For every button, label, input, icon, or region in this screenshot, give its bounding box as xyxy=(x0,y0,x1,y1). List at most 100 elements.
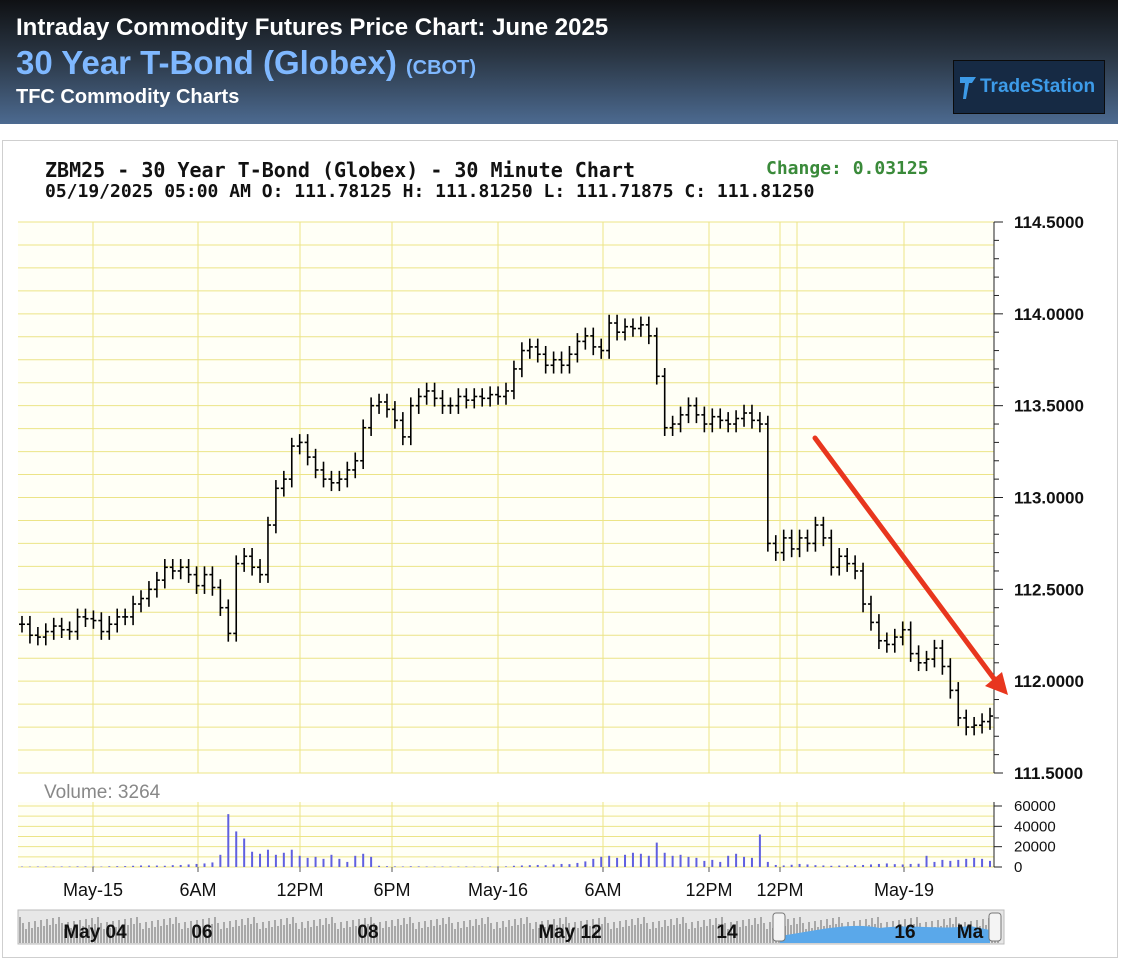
ohlc-bar xyxy=(90,610,97,629)
ohlc-bar xyxy=(264,516,271,583)
ohlc-bar xyxy=(574,333,581,363)
ohlc-bar xyxy=(685,397,692,424)
ohlc-bar xyxy=(368,397,375,436)
ohlc-bar xyxy=(947,658,954,699)
ohlc-bar xyxy=(503,382,509,405)
ohlc-bar xyxy=(645,316,652,345)
time-tick-label: 12PM xyxy=(685,880,732,900)
ohlc-bar xyxy=(796,529,803,558)
ohlc-bar xyxy=(510,360,517,400)
price-axis: 114.5000 114.0000 113.5000 113.0000 112.5000… xyxy=(993,213,1084,783)
ohlc-bar xyxy=(542,345,549,374)
ohlc-bar xyxy=(288,437,295,488)
ohlc-bar xyxy=(606,314,613,359)
ohlc-bar xyxy=(828,529,835,576)
ohlc-bar xyxy=(114,608,121,633)
volume-label: Volume: 3264 xyxy=(44,782,161,803)
ohlc-bar xyxy=(66,621,73,640)
price-grid xyxy=(18,221,994,774)
ohlc-bar xyxy=(407,397,414,446)
ohlc-bar xyxy=(772,535,779,561)
page-header: Intraday Commodity Futures Price Chart: … xyxy=(0,0,1118,124)
volume-tick-label: 60000 xyxy=(1014,798,1056,815)
time-navigator[interactable]: May 04 06 08 May 12 14 16 Ma xyxy=(17,909,1005,945)
ohlc-bar xyxy=(677,406,684,433)
price-bars xyxy=(19,314,993,736)
ohlc-bar xyxy=(249,548,256,576)
ohlc-bar xyxy=(34,626,41,646)
ohlc-bar xyxy=(431,382,438,407)
ohlc-bar xyxy=(201,566,208,594)
ohlc-bar xyxy=(415,388,422,414)
ohlc-bar xyxy=(558,351,565,374)
ohlc-bar xyxy=(42,623,49,646)
ohlc-bar xyxy=(471,388,478,409)
ohlc-bar xyxy=(106,615,113,640)
ohlc-bar xyxy=(336,470,343,492)
ohlc-bar xyxy=(233,555,240,642)
ohlc-bar xyxy=(582,327,589,350)
ohlc-bar xyxy=(312,448,319,479)
time-tick-label: May-16 xyxy=(468,880,528,900)
navigator-label: May 12 xyxy=(538,922,601,943)
ohlc-bar xyxy=(566,345,573,374)
ohlc-bar xyxy=(788,529,795,558)
chart-title: ZBM25 - 30 Year T-Bond (Globex) - 30 Min… xyxy=(45,158,636,182)
ohlc-bar xyxy=(725,412,732,433)
navigator-label: 08 xyxy=(357,922,378,943)
time-tick-label: May-19 xyxy=(874,880,934,900)
ohlc-bar xyxy=(479,388,486,407)
ohlc-bar xyxy=(614,314,621,341)
ohlc-bar xyxy=(376,393,383,414)
price-tick-label: 114.0000 xyxy=(1014,305,1084,324)
ohlc-bar xyxy=(74,608,81,640)
ohlc-bar xyxy=(629,318,636,337)
time-tick-label: 12PM xyxy=(276,880,323,900)
ohlc-bar xyxy=(550,351,557,374)
ohlc-bar xyxy=(130,595,137,626)
tradestation-logo-icon xyxy=(960,77,976,99)
ohlc-bar xyxy=(487,386,494,407)
ohlc-bar xyxy=(923,650,930,672)
ohlc-bar xyxy=(26,615,33,644)
ohlc-bar xyxy=(669,415,676,436)
ohlc-bar xyxy=(360,419,367,470)
ohlc-bar xyxy=(177,559,184,580)
ohlc-bar xyxy=(804,529,811,552)
ohlc-bar xyxy=(955,682,962,727)
volume-grid xyxy=(18,802,994,868)
ohlc-bar xyxy=(138,590,145,613)
ohlc-bar xyxy=(939,639,946,675)
price-tick-label: 111.5000 xyxy=(1014,764,1083,783)
time-tick-label: 6PM xyxy=(373,880,410,900)
navigator-label: 14 xyxy=(716,922,738,943)
ohlc-bar xyxy=(423,382,430,405)
ohlc-bar xyxy=(883,632,890,653)
tradestation-logo[interactable]: TradeStation xyxy=(953,60,1105,114)
volume-tick-label: 0 xyxy=(1014,859,1022,876)
ohlc-bar xyxy=(820,516,827,547)
ohlc-bar xyxy=(344,461,351,488)
ohlc-bar xyxy=(653,327,660,385)
contract-title: 30 Year T-Bond (Globex) (CBOT) xyxy=(16,44,476,82)
ohlc-bar xyxy=(225,599,232,642)
ohlc-bar xyxy=(534,338,541,363)
ohlc-bar xyxy=(590,327,597,356)
navigator-right-handle xyxy=(988,912,1002,942)
ohlc-bar xyxy=(161,559,168,589)
ohlc-bar xyxy=(352,452,359,479)
ohlc-readout: 05/19/2025 05:00 AM O: 111.78125 H: 111.… xyxy=(45,181,815,202)
ohlc-bar xyxy=(812,516,819,552)
ohlc-bar xyxy=(145,581,152,607)
ohlc-bar xyxy=(907,621,914,662)
ohlc-bar xyxy=(979,713,986,734)
ohlc-bar xyxy=(447,397,454,414)
ohlc-bar xyxy=(526,338,533,359)
ohlc-bar xyxy=(741,404,748,427)
ohlc-bar xyxy=(971,716,978,736)
time-tick-label: May-15 xyxy=(63,880,123,900)
ohlc-bar xyxy=(836,548,843,576)
ohlc-bar xyxy=(98,612,105,640)
trend-arrow xyxy=(812,435,1008,695)
